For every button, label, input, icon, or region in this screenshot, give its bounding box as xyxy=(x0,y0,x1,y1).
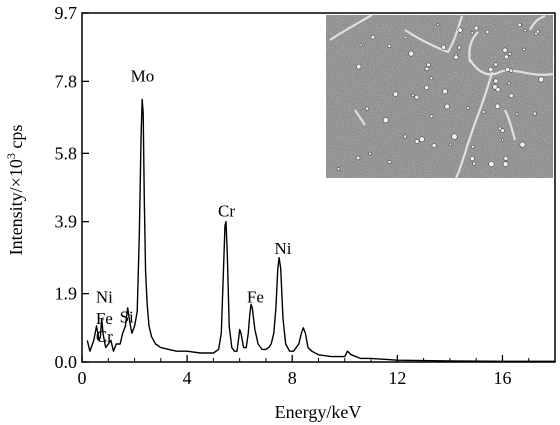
precipitate-dot xyxy=(493,78,499,84)
precipitate-dot xyxy=(519,141,526,148)
precipitate-dot xyxy=(387,160,392,165)
peak-label: Cr xyxy=(96,327,113,346)
precipitate-dot xyxy=(431,143,437,148)
precipitate-dot xyxy=(419,136,425,143)
precipitate-dot xyxy=(507,81,511,86)
x-tick-label: 8 xyxy=(288,368,297,388)
precipitate-dot xyxy=(411,93,415,98)
precipitate-dot xyxy=(365,106,369,111)
precipitate-dot xyxy=(504,54,509,60)
precipitate-dot xyxy=(453,54,459,60)
precipitate-dot xyxy=(442,88,448,95)
precipitate-dot xyxy=(517,22,522,28)
precipitate-dot xyxy=(502,47,508,53)
y-tick-label: 5.8 xyxy=(55,143,78,163)
x-tick-label: 16 xyxy=(493,368,511,388)
precipitate-dot xyxy=(493,62,498,67)
precipitate-dot xyxy=(387,43,392,48)
precipitate-dot xyxy=(441,44,447,50)
precipitate-dot xyxy=(504,66,511,73)
x-tick-label: 4 xyxy=(183,368,192,388)
y-tick-label: 1.9 xyxy=(55,284,78,304)
x-tick-label: 12 xyxy=(388,368,406,388)
precipitate-dot xyxy=(424,85,430,91)
y-tick-label: 9.7 xyxy=(55,3,78,23)
precipitate-dot xyxy=(448,142,453,146)
precipitate-dot xyxy=(403,35,408,40)
precipitate-dot xyxy=(370,34,376,40)
precipitate-dot xyxy=(414,139,420,144)
peak-label: Mo xyxy=(131,66,155,85)
peak-label: Fe xyxy=(247,288,264,307)
y-axis-label: Intensity/×103 cps xyxy=(4,125,26,256)
precipitate-dot xyxy=(509,68,514,73)
precipitate-dot xyxy=(500,128,505,133)
precipitate-dot xyxy=(444,103,450,110)
precipitate-dot xyxy=(469,156,475,161)
peak-label: Cr xyxy=(218,201,235,220)
precipitate-dot xyxy=(488,67,494,73)
peak-label: Si xyxy=(120,307,134,326)
precipitate-dot xyxy=(485,29,490,34)
precipitate-dot xyxy=(426,62,431,68)
peak-label: Ni xyxy=(275,239,292,258)
precipitate-dot xyxy=(336,167,341,171)
precipitate-dot xyxy=(392,91,399,97)
precipitate-dot xyxy=(368,151,372,156)
axes-group: 0 4 8 12 16 0.0 1.9 3.9 5.8 7.8 9.7 xyxy=(55,3,530,388)
precipitate-dot xyxy=(382,117,389,124)
precipitate-dot xyxy=(403,134,408,139)
precipitate-dot xyxy=(502,161,509,167)
peak-label: Fe xyxy=(96,309,113,328)
precipitate-dot xyxy=(429,76,434,81)
precipitate-dot xyxy=(429,114,434,119)
precipitate-dot xyxy=(473,25,479,31)
precipitate-dot xyxy=(509,93,514,98)
precipitate-dot xyxy=(414,94,420,100)
precipitate-dot xyxy=(355,155,361,161)
precipitate-dot xyxy=(359,43,363,47)
precipitate-dot xyxy=(472,161,477,166)
precipitate-dot xyxy=(436,23,440,27)
y-tick-label: 0.0 xyxy=(55,352,78,372)
precipitate-dot xyxy=(457,27,463,33)
precipitate-dot xyxy=(481,110,486,114)
y-tick-label: 7.8 xyxy=(55,71,78,91)
precipitate-dot xyxy=(522,47,526,52)
precipitate-dot xyxy=(500,138,505,142)
precipitate-dot xyxy=(534,31,538,36)
x-tick-label: 0 xyxy=(78,368,87,388)
precipitate-dot xyxy=(523,28,527,33)
x-axis-label: Energy/keV xyxy=(275,402,362,422)
precipitate-dot xyxy=(494,103,501,109)
precipitate-dot xyxy=(451,133,458,140)
spectrum-series-line xyxy=(86,98,555,362)
precipitate-dot xyxy=(503,155,509,161)
precipitate-dot xyxy=(495,87,501,93)
precipitate-dot xyxy=(356,63,362,70)
precipitate-dot xyxy=(507,51,512,56)
precipitate-dot xyxy=(457,45,462,50)
precipitate-dot xyxy=(424,66,430,72)
precipitate-dot xyxy=(471,145,475,149)
precipitate-dot xyxy=(515,112,519,116)
y-tick-label: 3.9 xyxy=(55,212,78,232)
precipitate-dot xyxy=(408,50,415,57)
precipitate-dot xyxy=(538,76,545,83)
precipitate-dot xyxy=(470,31,474,35)
precipitate-dot xyxy=(532,111,537,116)
micrograph-inset xyxy=(326,14,554,179)
peak-label: Ni xyxy=(96,288,113,307)
precipitate-dot xyxy=(466,106,470,110)
precipitate-dot xyxy=(488,161,495,168)
